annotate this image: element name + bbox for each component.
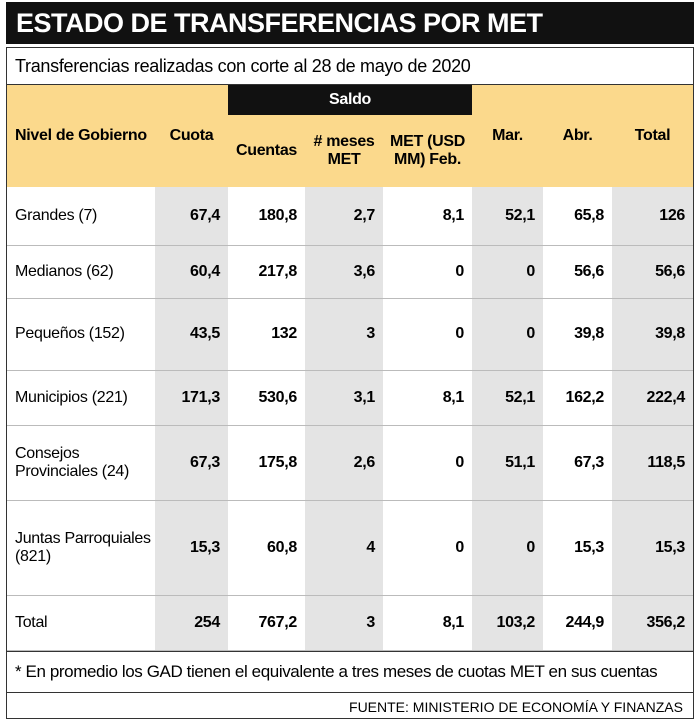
cell: 171,3 (155, 370, 228, 426)
cell: 2,6 (305, 425, 383, 501)
cell: 175,8 (228, 425, 305, 501)
cell: 60,4 (155, 245, 228, 299)
cell: 3 (305, 298, 383, 371)
cell: 530,6 (228, 370, 305, 426)
cell: 15,3 (612, 500, 694, 596)
column-header: # meses MET (305, 115, 383, 187)
row-label: Pequeños (152) (7, 298, 155, 371)
table-row: Consejos Provinciales (24) 67,3 175,8 2,6 0 5… (7, 425, 694, 501)
cell: 67,4 (155, 187, 228, 246)
cell: 52,1 (472, 370, 544, 426)
cell: 39,8 (543, 298, 613, 371)
column-header: Abr. (543, 85, 613, 187)
cell: 3,6 (305, 245, 383, 299)
cell: 43,5 (155, 298, 228, 371)
cell: 8,1 (383, 370, 473, 426)
cell: 52,1 (472, 187, 544, 246)
row-label: Medianos (62) (7, 245, 155, 299)
cell: 0 (472, 500, 544, 596)
cell: 67,3 (155, 425, 228, 501)
title: ESTADO DE TRANSFERENCIAS POR MET (6, 2, 694, 44)
cell: 356,2 (612, 595, 694, 651)
table-row: Medianos (62) 60,4 217,8 3,6 0 0 56,6 56,6 (7, 245, 694, 299)
cell: 0 (472, 245, 544, 299)
cell: 132 (228, 298, 305, 371)
source: FUENTE: MINISTERIO DE ECONOMÍA Y FINANZA… (349, 698, 683, 715)
cell: 60,8 (228, 500, 305, 596)
table-row: Juntas Parroquiales (821) 15,3 60,8 4 0 0 15,3… (7, 500, 694, 596)
cell: 0 (383, 245, 473, 299)
cell: 0 (472, 298, 544, 371)
panel: Transferencias realizadas con corte al 2… (6, 47, 694, 719)
cell: 180,8 (228, 187, 305, 246)
cell: 3 (305, 595, 383, 651)
cell: 15,3 (155, 500, 228, 596)
column-header: Mar. (472, 85, 544, 187)
row-label: Grandes (7) (7, 187, 155, 246)
column-header: Cuentas (228, 115, 305, 187)
footnote: * En promedio los GAD tienen el equivale… (7, 650, 693, 693)
header-row: Cuentas # meses MET MET (USD MM) Feb. (7, 115, 693, 187)
cell: 8,1 (383, 595, 473, 651)
cell: 3,1 (305, 370, 383, 426)
row-label: Total (7, 595, 155, 651)
column-header: Nivel de Gobierno (7, 85, 155, 187)
row-label: Juntas Parroquiales (821) (7, 500, 155, 596)
cell: 56,6 (612, 245, 694, 299)
table-row: Pequeños (152) 43,5 132 3 0 0 39,8 39,8 (7, 298, 694, 371)
table-row: Grandes (7) 67,4 180,8 2,7 8,1 52,1 65,8 126 (7, 187, 694, 246)
cell: 0 (383, 298, 473, 371)
column-header: Cuota (155, 85, 228, 187)
cell: 56,6 (543, 245, 613, 299)
group-header: Saldo (228, 85, 473, 115)
cell: 244,9 (543, 595, 613, 651)
cell: 4 (305, 500, 383, 596)
header-row: Nivel de Gobierno Cuota Saldo Mar. Abr. Total (7, 85, 694, 187)
cell: 0 (383, 500, 473, 596)
cell: 2,7 (305, 187, 383, 246)
cell: 51,1 (472, 425, 544, 501)
cell: 767,2 (228, 595, 305, 651)
cell: 118,5 (612, 425, 694, 501)
cell: 126 (612, 187, 694, 246)
cell: 65,8 (543, 187, 613, 246)
table-row: Total 254 767,2 3 8,1 103,2 244,9 356,2 (7, 595, 694, 651)
cell: 217,8 (228, 245, 305, 299)
cell: 39,8 (612, 298, 694, 371)
table: Nivel de Gobierno Cuota Saldo Mar. Abr. Total… (7, 85, 694, 651)
cell: 0 (383, 425, 473, 501)
table-row: Municipios (221) 171,3 530,6 3,1 8,1 52,1 162,… (7, 370, 694, 426)
cell: 162,2 (543, 370, 613, 426)
cell: 67,3 (543, 425, 613, 501)
subtitle: Transferencias realizadas con corte al 2… (7, 48, 693, 85)
cell: 15,3 (543, 500, 613, 596)
cell: 8,1 (383, 187, 473, 246)
column-header: MET (USD MM) Feb. (383, 115, 473, 187)
column-header: Total (612, 85, 694, 187)
row-label: Consejos Provinciales (24) (7, 425, 155, 501)
cell: 103,2 (472, 595, 544, 651)
cell: 222,4 (612, 370, 694, 426)
row-label: Municipios (221) (7, 370, 155, 426)
cell: 254 (155, 595, 228, 651)
